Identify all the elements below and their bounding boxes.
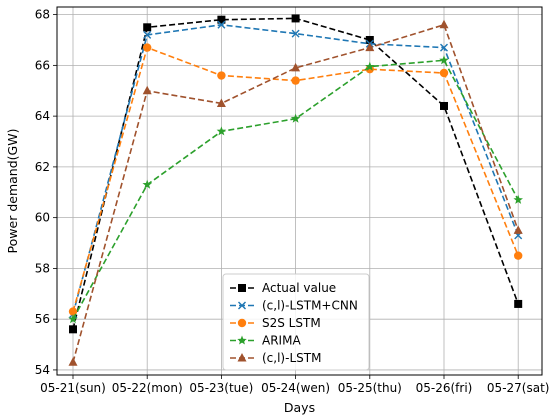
x-tick-label: 05-27(sat) [487,381,550,395]
series-layer [68,14,523,366]
x-tick-label: 05-21(sun) [40,381,106,395]
series-0 [69,14,523,334]
legend-label: S2S LSTM [262,316,321,330]
axis-ticks: 05-21(sun) 05-22(mon) 05-23(tue) 05-24(wen)… [35,8,550,395]
data-point [291,14,300,23]
y-tick-label: 66 [35,58,50,72]
data-point [216,98,226,107]
legend-marker [237,335,247,345]
data-point [217,20,226,29]
data-point [217,71,226,80]
data-point [68,314,78,324]
data-point [440,101,448,110]
data-point [514,299,523,308]
data-point [142,179,152,189]
data-point [439,55,449,65]
y-tick-label: 56 [35,312,50,326]
legend-label: (c,l)-LSTM+CNN [262,299,358,313]
data-point [365,61,375,71]
data-point [365,42,375,52]
legend-marker [237,353,247,362]
data-point [142,85,152,95]
data-point [365,35,374,44]
series-1 [69,20,523,319]
data-point [290,113,301,123]
data-point [439,68,449,78]
data-point [440,43,448,52]
y-tick-label: 68 [35,8,50,22]
legend: Actual value (c,l)-LSTM+CNN S2S LSTM ARIMA (… [222,273,370,371]
x-axis-title: Days [284,400,315,415]
y-tick-label: 60 [35,211,50,225]
x-tick-label: 05-24(wen) [261,381,330,395]
data-point [291,29,300,38]
data-point [514,251,523,260]
data-point [143,43,152,52]
legend-item: Actual value [230,281,336,295]
y-tick-label: 54 [35,363,50,377]
legend-marker [238,301,246,310]
data-point [69,325,77,334]
plot-area-frame [56,6,543,376]
data-point [439,19,449,29]
series-3 [68,55,523,324]
data-point [143,30,152,39]
legend-marker [237,318,247,328]
y-tick-label: 62 [35,160,50,174]
x-tick-label: 05-26(fri) [416,381,473,395]
x-tick-label: 05-23(tue) [189,381,253,395]
data-point [513,225,523,234]
legend-marker [238,284,246,292]
x-tick-label: 05-22(mon) [112,381,183,395]
legend-item: S2S LSTM [230,316,321,330]
legend-item: ARIMA [230,334,301,348]
legend-label: (c,l)-LSTM [262,351,321,365]
y-tick-label: 64 [35,109,50,123]
series-4 [68,19,523,366]
data-point [291,76,300,85]
legend-box [222,273,370,371]
legend-label: Actual value [262,281,336,295]
legend-item: (c,l)-LSTM+CNN [230,299,358,313]
data-point [68,307,78,316]
y-tick-label: 58 [35,261,50,275]
data-point [513,194,523,204]
legend-label: ARIMA [262,334,301,348]
data-point [143,23,152,32]
data-point [291,62,301,72]
legend-item: (c,l)-LSTM [230,351,321,365]
data-point [217,15,226,24]
data-point [68,357,78,366]
x-tick-label: 05-25(thu) [338,381,402,395]
data-point [216,126,227,136]
y-axis-title: Power demand(GW) [5,129,20,254]
